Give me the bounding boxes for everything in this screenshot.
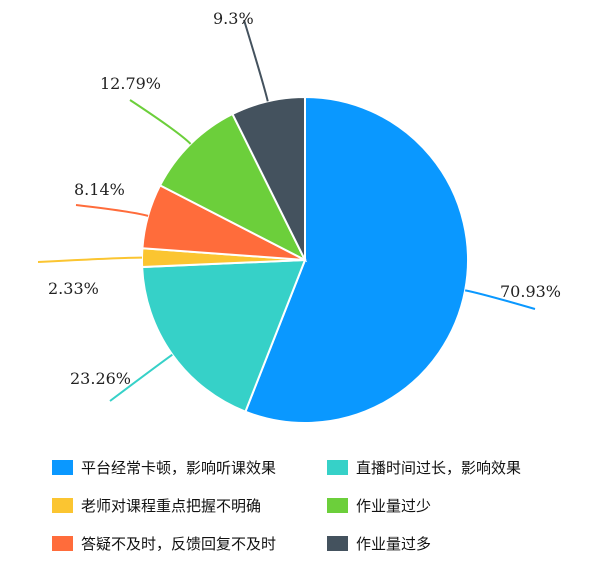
leader-line <box>464 289 536 310</box>
legend-row: 平台经常卡顿，影响听课效果 直播时间过长，影响效果 <box>52 448 582 486</box>
leader-line <box>243 19 269 102</box>
pie-slices <box>141 95 469 424</box>
legend-item-too-little-homework[interactable]: 作业量过少 <box>327 495 431 516</box>
legend-label: 作业量过多 <box>356 534 432 553</box>
leader-line <box>109 353 173 402</box>
legend-item-unclear-focus[interactable]: 老师对课程重点把握不明确 <box>52 495 327 516</box>
slice-labels: 70.93% 23.26% 2.33% 8.14% 12.79% 9.3% <box>48 9 561 388</box>
legend-label: 作业量过少 <box>356 496 432 515</box>
legend-row: 答疑不及时，反馈回复不及时 作业量过多 <box>52 524 582 562</box>
leader-line <box>75 204 149 217</box>
legend-item-platform-lag[interactable]: 平台经常卡顿，影响听课效果 <box>52 457 327 478</box>
legend-label: 答疑不及时，反馈回复不及时 <box>81 534 277 553</box>
leader-line <box>37 256 143 263</box>
legend-swatch <box>52 535 73 551</box>
legend-swatch <box>52 497 73 513</box>
leader-lines <box>37 19 536 402</box>
slice-percent-label: 2.33% <box>48 279 99 298</box>
slice-percent-label: 12.79% <box>100 74 161 93</box>
slice-percent-label: 9.3% <box>213 9 254 28</box>
legend-swatch <box>327 535 348 551</box>
legend-label: 老师对课程重点把握不明确 <box>81 496 262 515</box>
legend-label: 平台经常卡顿，影响听课效果 <box>81 458 277 477</box>
legend-item-slow-feedback[interactable]: 答疑不及时，反馈回复不及时 <box>52 533 327 554</box>
slice-percent-label: 8.14% <box>74 180 125 199</box>
slice-percent-label: 70.93% <box>500 282 561 301</box>
leader-line <box>129 99 192 145</box>
legend-swatch <box>327 497 348 513</box>
legend-item-too-much-homework[interactable]: 作业量过多 <box>327 533 431 554</box>
legend-swatch <box>52 459 73 475</box>
legend-row: 老师对课程重点把握不明确 作业量过少 <box>52 486 582 524</box>
legend-swatch <box>327 459 348 475</box>
legend-item-live-too-long[interactable]: 直播时间过长，影响效果 <box>327 457 521 478</box>
pie-chart: 70.93% 23.26% 2.33% 8.14% 12.79% 9.3% <box>37 9 561 424</box>
slice-percent-label: 23.26% <box>70 369 131 388</box>
legend: 平台经常卡顿，影响听课效果 直播时间过长，影响效果 老师对课程重点把握不明确 作… <box>52 448 582 562</box>
legend-label: 直播时间过长，影响效果 <box>356 458 522 477</box>
